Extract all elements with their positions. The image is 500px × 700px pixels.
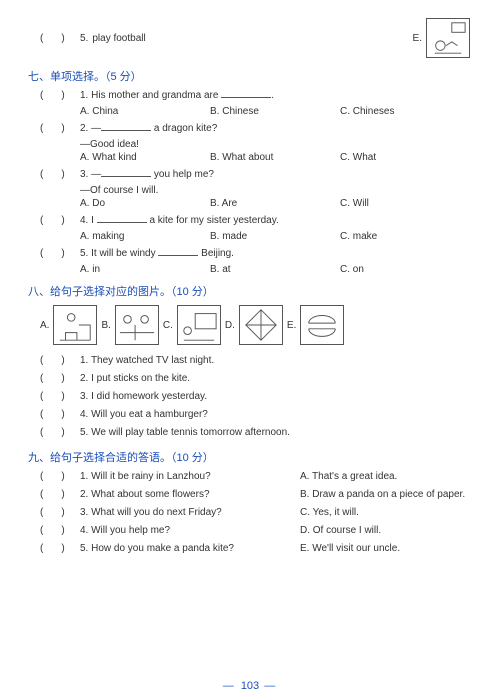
pic-e-hamburger-icon: [300, 305, 344, 345]
page-number: 103: [0, 680, 500, 692]
paren: [40, 33, 80, 44]
q9-2: 2. What about some flowers?B. Draw a pan…: [40, 487, 470, 503]
section-9-title: 九、给句子选择合适的答语。（10 分）: [28, 449, 470, 465]
q8-4: 4. Will you eat a hamburger?: [40, 407, 470, 423]
q9-3: 3. What will you do next Friday?C. Yes, …: [40, 505, 470, 521]
q7-5: 5. It will be windy Beijing.: [40, 246, 470, 262]
section-8-title: 八、给句子选择对应的图片。（10 分）: [28, 283, 470, 299]
section-7-title: 七、单项选择。（5 分）: [28, 68, 470, 84]
q7-3-reply: —Of course I will.: [80, 185, 470, 196]
q7-4-opts: A. makingB. madeC. make: [80, 231, 470, 242]
pic-c-tv-icon: [177, 305, 221, 345]
q8-5: 5. We will play table tennis tomorrow af…: [40, 425, 470, 441]
q7-4: 4. I a kite for my sister yesterday.: [40, 213, 470, 229]
q7-2: 2. — a dragon kite?: [40, 121, 470, 137]
q8-3: 3. I did homework yesterday.: [40, 389, 470, 405]
pic-b-tabletennis-icon: [115, 305, 159, 345]
q7-5-opts: A. inB. atC. on: [80, 264, 470, 275]
q7-1-opts: A. ChinaB. ChineseC. Chineses: [80, 106, 470, 117]
option-label: E.: [413, 33, 422, 44]
q7-3: 3. — you help me?: [40, 167, 470, 183]
q8-2: 2. I put sticks on the kite.: [40, 371, 470, 387]
top-item: 5. play football E.: [40, 18, 470, 58]
item-num: 5.: [80, 33, 88, 44]
pic-d-kite-icon: [239, 305, 283, 345]
picture-row: A. B. C. D. E.: [40, 305, 470, 345]
pic-a-homework-icon: [53, 305, 97, 345]
q8-1: 1. They watched TV last night.: [40, 353, 470, 369]
q7-2-reply: —Good idea!: [80, 139, 470, 150]
q9-1: 1. Will it be rainy in Lanzhou?A. That's…: [40, 469, 470, 485]
q7-2-opts: A. What kindB. What aboutC. What: [80, 152, 470, 163]
q9-5: 5. How do you make a panda kite?E. We'll…: [40, 541, 470, 557]
q7-1: 1. His mother and grandma are .: [40, 88, 470, 104]
option-image-e: [426, 18, 470, 58]
item-text: play football: [92, 33, 145, 44]
q7-3-opts: A. DoB. AreC. Will: [80, 198, 470, 209]
q9-4: 4. Will you help me?D. Of course I will.: [40, 523, 470, 539]
